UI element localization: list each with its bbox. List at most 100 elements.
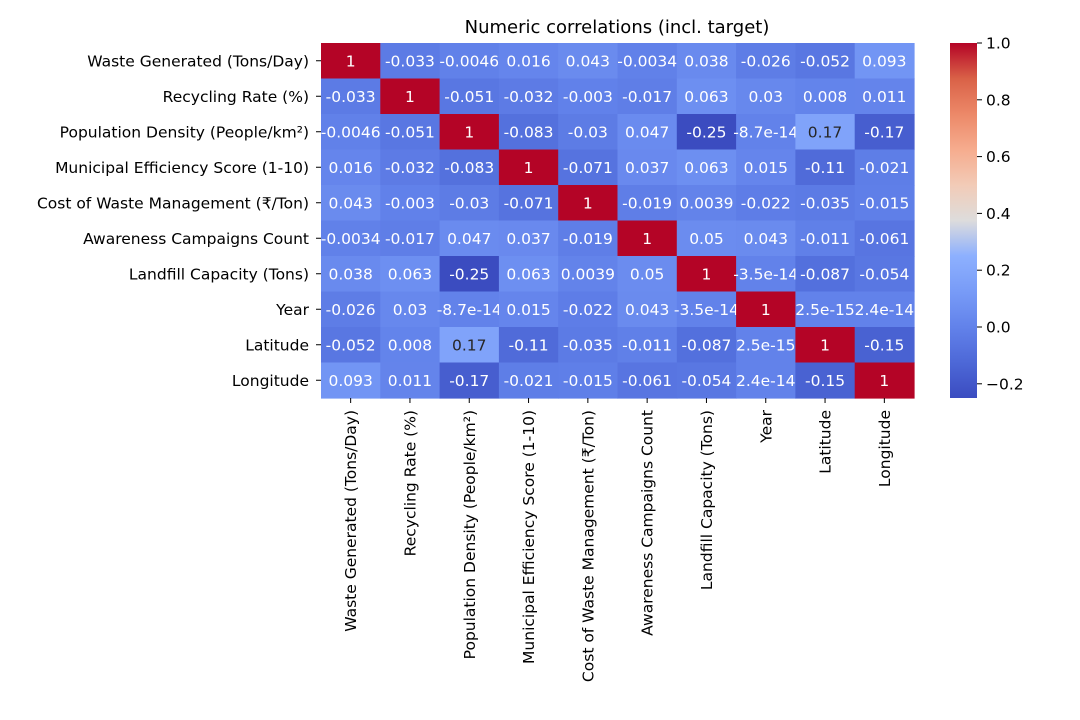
cell-value-label: 0.0039	[561, 265, 615, 283]
cell-value-label: 0.17	[808, 123, 843, 141]
cell-value-label: -0.022	[741, 194, 791, 212]
heatmap-cell	[558, 220, 619, 257]
heatmap-cell	[439, 185, 500, 222]
heatmap-cell	[321, 362, 381, 399]
cell-value-label: -0.071	[504, 194, 554, 212]
heatmap-cell	[736, 149, 796, 186]
cell-value-label: 1	[524, 159, 534, 177]
cell-value-label: -3.5e-14	[733, 265, 798, 283]
cell-value-label: 0.008	[388, 336, 432, 354]
heatmap-cell	[854, 43, 915, 80]
cell-value-label: 1	[405, 88, 415, 106]
heatmap-cell	[321, 291, 381, 328]
colorbar-gradient	[950, 43, 977, 398]
heatmap-cell	[498, 185, 559, 222]
cell-value-label: 0.063	[684, 88, 728, 106]
colorbar-tick-label: 1.0	[986, 35, 1011, 53]
column-tick-label: Population Density (People/km²)	[461, 410, 479, 659]
heatmap-cell	[380, 78, 441, 115]
heatmap-cell	[321, 327, 381, 364]
heatmap-cell	[676, 78, 737, 115]
cell-value-label: -0.003	[385, 194, 435, 212]
cell-value-label: -0.061	[859, 230, 909, 248]
cell-value-label: 1	[642, 230, 652, 248]
heatmap-cell	[617, 362, 678, 399]
cell-value-label: -0.087	[800, 265, 850, 283]
cell-value-label: 0.093	[862, 52, 906, 70]
cell-value-label: 0.043	[625, 301, 669, 319]
cell-value-label: -0.033	[385, 52, 435, 70]
cell-value-label: -0.071	[563, 159, 613, 177]
cell-value-label: 1	[702, 265, 712, 283]
cell-value-label: -0.15	[805, 372, 845, 390]
heatmap-cell	[380, 256, 441, 293]
heatmap-cell	[558, 43, 619, 80]
cell-value-label: 0.093	[328, 372, 372, 390]
heatmap-cell	[617, 185, 678, 222]
cell-value-label: 0.016	[506, 52, 550, 70]
cell-value-label: -0.022	[563, 301, 613, 319]
colorbar-tick-label: 0.0	[986, 319, 1011, 337]
heatmap-cell	[854, 362, 915, 399]
row-tick-label: Landfill Capacity (Tons)	[129, 265, 309, 283]
column-tick-label: Landfill Capacity (Tons)	[698, 410, 716, 590]
cell-value-label: 0.008	[803, 88, 847, 106]
cell-value-label: 1	[346, 52, 356, 70]
heatmap-cell	[617, 149, 678, 186]
cell-value-label: 0.047	[625, 123, 669, 141]
heatmap-cell	[736, 220, 796, 257]
column-tick-label: Latitude	[817, 410, 835, 474]
colorbar-tick-label: 0.2	[986, 262, 1011, 280]
heatmap-cell	[617, 78, 678, 115]
column-tick-label: Cost of Waste Management (₹/Ton)	[579, 410, 597, 682]
heatmap-cell	[795, 362, 856, 399]
heatmap-cell	[321, 185, 381, 222]
heatmap-cell	[736, 78, 796, 115]
cell-value-label: -0.087	[681, 336, 731, 354]
heatmap-cell	[439, 362, 500, 399]
heatmap-cell	[380, 149, 441, 186]
cell-value-label: -0.054	[859, 265, 909, 283]
cell-value-label: -0.0046	[439, 52, 499, 70]
heatmap-cell	[676, 185, 737, 222]
heatmap-cell	[854, 220, 915, 257]
heatmap-cell	[617, 43, 678, 80]
cell-value-label: -8.7e-14	[437, 301, 502, 319]
colorbar: −0.2 0.0 0.2 0.4 0.6 0.8 1.0	[950, 35, 1024, 398]
heatmap-cell	[795, 256, 856, 293]
cell-value-label: -0.11	[508, 336, 548, 354]
heatmap-cell	[676, 149, 737, 186]
heatmap-cell	[439, 256, 500, 293]
cell-value-label: 0.063	[684, 159, 728, 177]
row-tick-label: Latitude	[245, 336, 309, 354]
chart-title: Numeric correlations (incl. target)	[465, 17, 770, 38]
cell-value-label: -0.052	[326, 336, 376, 354]
cell-value-label: 0.015	[506, 301, 550, 319]
heatmap-cell	[617, 220, 678, 257]
row-tick-label: Recycling Rate (%)	[163, 88, 309, 106]
cell-value-label: 2.5e-15	[795, 301, 855, 319]
cell-value-label: -0.021	[859, 159, 909, 177]
cell-value-label: 1	[820, 336, 830, 354]
cell-value-label: 2.4e-14	[855, 301, 915, 319]
cell-value-label: -0.15	[864, 336, 904, 354]
colorbar-tick-label: 0.8	[986, 91, 1011, 109]
heatmap-cell	[321, 149, 381, 186]
cell-value-label: -0.061	[622, 372, 672, 390]
heatmap-cell	[736, 327, 796, 364]
heatmap-cell	[380, 362, 441, 399]
cell-value-label: -0.083	[504, 123, 554, 141]
cell-value-label: -0.021	[504, 372, 554, 390]
heatmap-cell	[854, 291, 915, 328]
heatmap-cell	[321, 220, 381, 257]
heatmap-cell	[736, 114, 796, 151]
column-tick-label: Awareness Campaigns Count	[639, 410, 657, 636]
cell-value-label: -0.011	[622, 336, 672, 354]
heatmap-cell	[854, 185, 915, 222]
heatmap-cell	[736, 43, 796, 80]
cell-value-label: 0.037	[506, 230, 550, 248]
heatmap-cell	[439, 149, 500, 186]
column-tick-label: Recycling Rate (%)	[401, 410, 419, 556]
heatmap-cell	[439, 220, 500, 257]
heatmap-cell	[617, 114, 678, 151]
